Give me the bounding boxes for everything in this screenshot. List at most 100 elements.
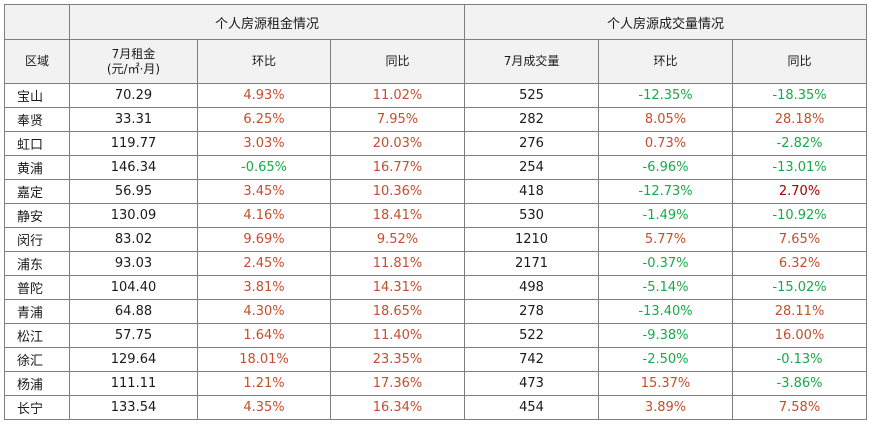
table-row: 浦东 93.03 2.45% 11.81% 2171 -0.37% 6.32% xyxy=(4,251,868,276)
rent-yoy-cell: 11.02% xyxy=(329,83,466,108)
region-cell: 普陀 xyxy=(4,275,70,300)
region-cell: 宝山 xyxy=(4,83,70,108)
rent-yoy-cell: 10.36% xyxy=(329,179,466,204)
region-cell: 徐汇 xyxy=(4,347,70,372)
rent-yoy-cell: 16.34% xyxy=(329,395,466,420)
rent-mom-cell: 1.64% xyxy=(197,323,331,348)
volume-cell: 2171 xyxy=(464,251,600,276)
rent-mom-cell: 4.35% xyxy=(197,395,331,420)
volume-cell: 525 xyxy=(464,83,600,108)
table-row: 长宁 133.54 4.35% 16.34% 454 3.89% 7.58% xyxy=(4,395,868,420)
rent-mom-cell: 6.25% xyxy=(197,107,331,132)
volume-mom-cell: -12.73% xyxy=(598,179,734,204)
table-row: 杨浦 111.11 1.21% 17.36% 473 15.37% -3.86% xyxy=(4,371,868,396)
rent-yoy-cell: 23.35% xyxy=(329,347,466,372)
table-body: 宝山 70.29 4.93% 11.02% 525 -12.35% -18.35% 奉贤 33.… xyxy=(4,83,868,420)
rent-yoy-cell: 14.31% xyxy=(329,275,466,300)
volume-cell: 276 xyxy=(464,131,600,156)
rent-cell: 130.09 xyxy=(69,203,198,228)
rent-mom-cell: -0.65% xyxy=(197,155,331,180)
region-cell: 浦东 xyxy=(4,251,70,276)
table-row: 徐汇 129.64 18.01% 23.35% 742 -2.50% -0.13% xyxy=(4,347,868,372)
rent-cell: 64.88 xyxy=(69,299,198,324)
region-cell: 青浦 xyxy=(4,299,70,324)
col-header-rent-line2: (元/㎡·月) xyxy=(106,61,161,76)
volume-mom-cell: -6.96% xyxy=(598,155,734,180)
volume-yoy-cell: -18.35% xyxy=(732,83,868,108)
rent-yoy-cell: 7.95% xyxy=(329,107,466,132)
region-cell: 虹口 xyxy=(4,131,70,156)
rent-mom-cell: 3.45% xyxy=(197,179,331,204)
volume-cell: 742 xyxy=(464,347,600,372)
group-header-rent: 个人房源租金情况 xyxy=(68,4,466,40)
volume-yoy-cell: -2.82% xyxy=(732,131,868,156)
table-row: 普陀 104.40 3.81% 14.31% 498 -5.14% -15.02% xyxy=(4,275,868,300)
rent-mom-cell: 4.93% xyxy=(197,83,331,108)
rent-cell: 104.40 xyxy=(69,275,198,300)
rent-cell: 57.75 xyxy=(69,323,198,348)
table-row: 嘉定 56.95 3.45% 10.36% 418 -12.73% 2.70% xyxy=(4,179,868,204)
table-row: 黄浦 146.34 -0.65% 16.77% 254 -6.96% -13.01% xyxy=(4,155,868,180)
volume-mom-cell: -1.49% xyxy=(598,203,734,228)
volume-cell: 418 xyxy=(464,179,600,204)
volume-cell: 530 xyxy=(464,203,600,228)
table-row: 青浦 64.88 4.30% 18.65% 278 -13.40% 28.11% xyxy=(4,299,868,324)
region-cell: 嘉定 xyxy=(4,179,70,204)
volume-yoy-cell: 28.11% xyxy=(732,299,868,324)
region-cell: 长宁 xyxy=(4,395,70,420)
rent-mom-cell: 18.01% xyxy=(197,347,331,372)
header-corner xyxy=(4,4,70,40)
volume-cell: 254 xyxy=(464,155,600,180)
volume-mom-cell: -0.37% xyxy=(598,251,734,276)
rent-cell: 56.95 xyxy=(69,179,198,204)
volume-cell: 473 xyxy=(464,371,600,396)
volume-yoy-cell: 7.58% xyxy=(732,395,868,420)
col-header-rent-line1: 7月租金 xyxy=(111,46,156,61)
volume-mom-cell: 8.05% xyxy=(598,107,734,132)
volume-mom-cell: 3.89% xyxy=(598,395,734,420)
rent-yoy-cell: 11.81% xyxy=(329,251,466,276)
volume-mom-cell: 5.77% xyxy=(598,227,734,252)
volume-cell: 454 xyxy=(464,395,600,420)
volume-yoy-cell: 6.32% xyxy=(732,251,868,276)
volume-mom-cell: -13.40% xyxy=(598,299,734,324)
volume-yoy-cell: -3.86% xyxy=(732,371,868,396)
volume-cell: 1210 xyxy=(464,227,600,252)
rent-yoy-cell: 17.36% xyxy=(329,371,466,396)
rent-cell: 83.02 xyxy=(69,227,198,252)
volume-yoy-cell: 2.70% xyxy=(732,179,868,204)
volume-mom-cell: -5.14% xyxy=(598,275,734,300)
rent-volume-table: 个人房源租金情况 个人房源成交量情况 区域 7月租金 (元/㎡·月) 环比 同比… xyxy=(4,4,868,420)
table-row: 虹口 119.77 3.03% 20.03% 276 0.73% -2.82% xyxy=(4,131,868,156)
rent-cell: 93.03 xyxy=(69,251,198,276)
volume-cell: 498 xyxy=(464,275,600,300)
rent-cell: 146.34 xyxy=(69,155,198,180)
rent-yoy-cell: 20.03% xyxy=(329,131,466,156)
rent-mom-cell: 3.81% xyxy=(197,275,331,300)
rent-mom-cell: 9.69% xyxy=(197,227,331,252)
rent-cell: 133.54 xyxy=(69,395,198,420)
rent-mom-cell: 4.16% xyxy=(197,203,331,228)
volume-yoy-cell: -13.01% xyxy=(732,155,868,180)
rent-cell: 119.77 xyxy=(69,131,198,156)
col-header-rent-mom: 环比 xyxy=(197,39,331,84)
table-row: 奉贤 33.31 6.25% 7.95% 282 8.05% 28.18% xyxy=(4,107,868,132)
volume-mom-cell: -9.38% xyxy=(598,323,734,348)
rent-cell: 70.29 xyxy=(69,83,198,108)
rent-cell: 33.31 xyxy=(69,107,198,132)
volume-yoy-cell: 28.18% xyxy=(732,107,868,132)
volume-yoy-cell: -10.92% xyxy=(732,203,868,228)
rent-mom-cell: 4.30% xyxy=(197,299,331,324)
rent-mom-cell: 2.45% xyxy=(197,251,331,276)
rent-cell: 111.11 xyxy=(69,371,198,396)
col-header-volume-yoy: 同比 xyxy=(732,39,868,84)
region-cell: 静安 xyxy=(4,203,70,228)
region-cell: 奉贤 xyxy=(4,107,70,132)
group-header-volume: 个人房源成交量情况 xyxy=(464,4,868,40)
volume-yoy-cell: 16.00% xyxy=(732,323,868,348)
col-header-volume: 7月成交量 xyxy=(464,39,600,84)
volume-yoy-cell: -0.13% xyxy=(732,347,868,372)
col-header-rent-yoy: 同比 xyxy=(329,39,466,84)
region-cell: 杨浦 xyxy=(4,371,70,396)
rent-yoy-cell: 9.52% xyxy=(329,227,466,252)
